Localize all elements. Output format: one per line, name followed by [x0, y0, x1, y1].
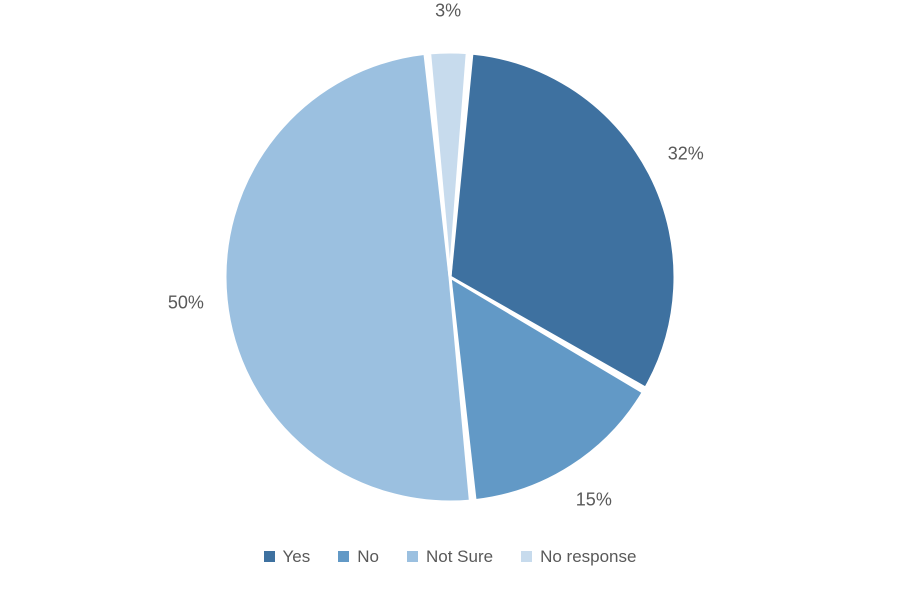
pie-slice-not-sure — [225, 53, 470, 502]
slice-label-no-response: 3% — [435, 1, 461, 22]
legend-label: Yes — [283, 547, 311, 567]
legend-label: Not Sure — [426, 547, 493, 567]
legend-item-no-response: No response — [521, 547, 636, 567]
legend-swatch — [407, 551, 418, 562]
slice-label-no: 15% — [576, 489, 612, 510]
legend-swatch — [521, 551, 532, 562]
legend-item-not-sure: Not Sure — [407, 547, 493, 567]
legend-item-yes: Yes — [264, 547, 311, 567]
pie-svg — [0, 17, 900, 537]
legend-label: No response — [540, 547, 636, 567]
legend-item-no: No — [338, 547, 379, 567]
slice-label-yes: 32% — [668, 144, 704, 165]
legend-swatch — [264, 551, 275, 562]
slice-label-not-sure: 50% — [168, 293, 204, 314]
pie-chart: 32%15%50%3% — [0, 17, 900, 537]
legend-swatch — [338, 551, 349, 562]
legend: Yes No Not Sure No response — [264, 537, 637, 587]
legend-label: No — [357, 547, 379, 567]
